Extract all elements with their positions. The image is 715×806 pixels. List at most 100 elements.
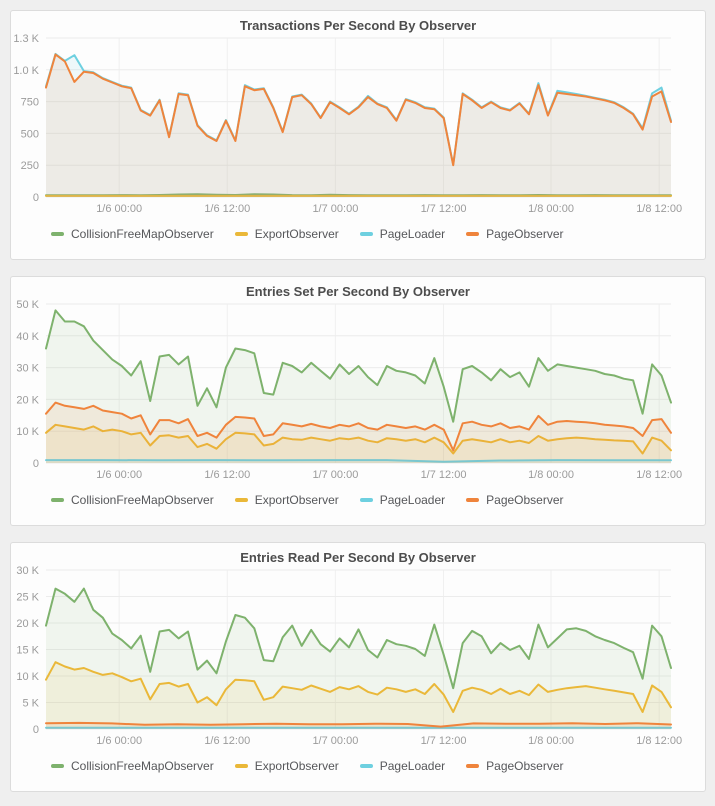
legend-item-ExportObserver[interactable]: ExportObserver (234, 759, 339, 773)
series-line-ExportObserver (45, 423, 672, 455)
series-area-ExportObserver (46, 662, 671, 729)
x-tick-label: 1/8 12:00 (636, 203, 682, 215)
legend-item-PageLoader[interactable]: PageLoader (359, 227, 446, 241)
x-tick-label: 1/6 12:00 (204, 203, 250, 215)
y-tick-label: 0 (33, 458, 39, 470)
legend-swatch-PageObserver (466, 498, 480, 502)
y-tick-label: 5 K (22, 698, 39, 710)
legend-swatch-PageObserver (466, 764, 480, 768)
series-line-ExportObserver (45, 661, 672, 713)
entries-read-chart-legend: CollisionFreeMapObserver ExportObserver Pa… (51, 759, 705, 773)
legend-item-ExportObserver[interactable]: ExportObserver (234, 493, 339, 507)
x-tick-label: 1/7 00:00 (312, 735, 358, 747)
legend-swatch-CollisionFreeMapObserver (51, 232, 64, 236)
x-tick-label: 1/6 00:00 (96, 469, 142, 481)
y-tick-label: 30 K (16, 363, 39, 375)
panel-transactions-per-second: Transactions Per Second By Observer 0 250… (10, 10, 706, 260)
y-tick-label: 10 K (16, 671, 39, 683)
legend-item-CollisionFreeMapObserver[interactable]: CollisionFreeMapObserver (51, 759, 214, 773)
y-tick-label: 20 K (16, 394, 39, 406)
transactions-chart-plot[interactable]: 0 250 500 750 1.0 K 1.3 K 1/6 00:00 1/6 12:00 1/… (11, 34, 705, 216)
x-tick-label: 1/8 00:00 (528, 203, 574, 215)
legend-label: PageLoader (379, 227, 446, 241)
x-tick-label: 1/6 00:00 (96, 735, 142, 747)
y-tick-label: 20 K (16, 618, 39, 630)
panel-title[interactable]: Entries Set Per Second By Observer (246, 284, 470, 299)
panel-title[interactable]: Transactions Per Second By Observer (239, 18, 477, 33)
series-area-PageObserver (46, 402, 671, 463)
y-tick-label: 250 (21, 160, 39, 172)
legend-swatch-PageLoader (359, 498, 373, 502)
legend-label: PageObserver (486, 493, 564, 507)
x-tick-label: 1/7 00:00 (312, 203, 358, 215)
entries-read-chart-canvas[interactable]: 0 5 K 10 K 15 K 20 K 25 K 30 K 1/6 00:00 1/6 12:… (11, 566, 705, 748)
y-tick-label: 10 K (16, 426, 39, 438)
entries-set-chart-plot[interactable]: 0 10 K 20 K 30 K 40 K 50 K 1/6 00:00 1/6 12:00 1… (11, 300, 705, 482)
legend-item-PageLoader[interactable]: PageLoader (359, 759, 445, 773)
entries-set-chart-canvas[interactable]: 0 10 K 20 K 30 K 40 K 50 K 1/6 00:00 1/6 12:00 1… (11, 300, 705, 482)
legend-item-CollisionFreeMapObserver[interactable]: CollisionFreeMapObserver (51, 493, 214, 507)
legend-swatch-ExportObserver (234, 498, 248, 502)
y-tick-label: 15 K (16, 645, 39, 657)
y-tick-label: 50 K (16, 300, 39, 311)
x-tick-label: 1/8 12:00 (636, 735, 682, 747)
legend-swatch-CollisionFreeMapObserver (51, 498, 64, 502)
legend-item-PageObserver[interactable]: PageObserver (466, 227, 564, 241)
legend-swatch-PageLoader (359, 764, 373, 768)
series-line-PageObserver (45, 401, 672, 452)
legend-swatch-PageLoader (359, 232, 373, 236)
legend-swatch-ExportObserver (234, 764, 248, 768)
y-tick-label: 0 (33, 724, 39, 736)
series-line-CollisionFreeMapObserver (45, 587, 672, 690)
series-area-ExportObserver (46, 424, 671, 463)
legend-swatch-PageObserver (466, 232, 480, 236)
legend-label: PageObserver (486, 759, 564, 773)
panel-entries-set-per-second: Entries Set Per Second By Observer 0 10 K… (10, 276, 706, 526)
series-area-CollisionFreeMapObserver (46, 588, 671, 729)
legend-label: CollisionFreeMapObserver (71, 227, 214, 241)
transactions-chart-legend: CollisionFreeMapObserver ExportObserver Pa… (51, 227, 705, 241)
panel-title[interactable]: Entries Read Per Second By Observer (240, 550, 476, 565)
series-area-PageLoader (46, 53, 671, 198)
y-tick-label: 30 K (16, 566, 39, 577)
y-tick-label: 1.3 K (13, 34, 39, 45)
entries-read-chart-plot[interactable]: 0 5 K 10 K 15 K 20 K 25 K 30 K 1/6 00:00 1/6 12:… (11, 566, 705, 748)
y-tick-label: 0 (33, 192, 39, 204)
x-tick-label: 1/8 00:00 (528, 469, 574, 481)
x-tick-label: 1/7 12:00 (421, 735, 467, 747)
transactions-chart-canvas[interactable]: 0 250 500 750 1.0 K 1.3 K 1/6 00:00 1/6 12:00 1/… (11, 34, 705, 216)
legend-label: ExportObserver (254, 227, 339, 241)
series-area-CollisionFreeMapObserver (46, 310, 671, 463)
legend-item-PageObserver[interactable]: PageObserver (466, 759, 564, 773)
x-tick-label: 1/7 12:00 (421, 203, 467, 215)
legend-label: CollisionFreeMapObserver (71, 493, 214, 507)
legend-swatch-ExportObserver (234, 232, 248, 236)
x-tick-label: 1/6 12:00 (204, 469, 250, 481)
legend-item-ExportObserver[interactable]: ExportObserver (234, 227, 339, 241)
y-tick-label: 25 K (16, 592, 39, 604)
series-line-PageLoader (45, 459, 672, 463)
x-tick-label: 1/8 12:00 (636, 469, 682, 481)
legend-item-PageObserver[interactable]: PageObserver (466, 493, 564, 507)
entries-set-chart-legend: CollisionFreeMapObserver ExportObserver Pa… (51, 493, 705, 507)
series-line-PageObserver (45, 53, 672, 167)
legend-swatch-CollisionFreeMapObserver (51, 764, 64, 768)
series-line-CollisionFreeMapObserver (45, 309, 672, 423)
legend-item-CollisionFreeMapObserver[interactable]: CollisionFreeMapObserver (51, 227, 214, 241)
legend-label: PageLoader (379, 493, 446, 507)
panel-entries-read-per-second: Entries Read Per Second By Observer 0 5 K… (10, 542, 706, 792)
x-tick-label: 1/6 12:00 (204, 735, 250, 747)
x-tick-label: 1/8 00:00 (528, 735, 574, 747)
y-tick-label: 500 (21, 128, 39, 140)
legend-label: ExportObserver (254, 759, 339, 773)
series-line-PageObserver (45, 721, 672, 728)
y-tick-label: 1.0 K (13, 65, 39, 77)
x-tick-label: 1/6 00:00 (96, 203, 142, 215)
legend-label: PageObserver (486, 227, 564, 241)
legend-label: CollisionFreeMapObserver (71, 759, 214, 773)
legend-label: ExportObserver (254, 493, 339, 507)
y-tick-label: 750 (21, 97, 39, 109)
y-tick-label: 40 K (16, 331, 39, 343)
legend-item-PageLoader[interactable]: PageLoader (359, 493, 446, 507)
